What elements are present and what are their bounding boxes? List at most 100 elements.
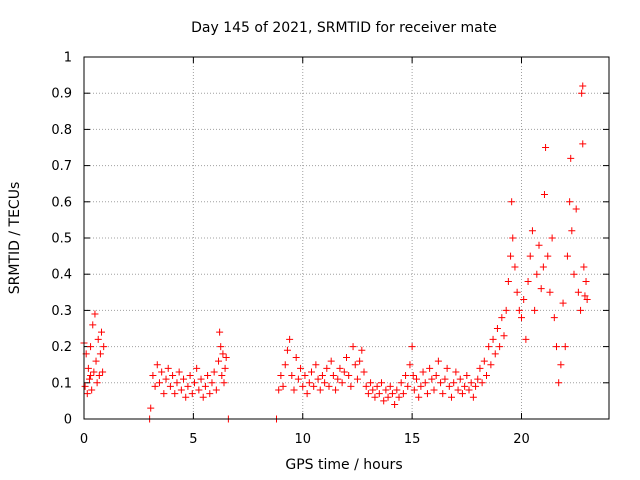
data-point [580, 263, 588, 271]
data-point [96, 350, 104, 358]
data-point [421, 379, 429, 387]
data-point [92, 357, 100, 365]
data-point [206, 390, 214, 398]
data-point [526, 252, 534, 260]
data-point [345, 372, 353, 380]
data-point [375, 390, 383, 398]
data-point [162, 375, 170, 383]
data-point [450, 379, 458, 387]
data-point [288, 372, 296, 380]
data-point [210, 368, 218, 376]
data-point [409, 372, 417, 380]
tick-labels: 00.10.20.30.40.50.60.70.80.910 5 10 15 20 [51, 51, 529, 448]
data-point [305, 379, 313, 387]
data-point [415, 393, 423, 401]
data-point [158, 368, 166, 376]
data-point [301, 372, 309, 380]
data-point [155, 379, 163, 387]
plot-frame [83, 56, 610, 420]
data-point [212, 386, 220, 394]
data-points [80, 82, 591, 423]
data-point [91, 310, 99, 318]
data-point [149, 372, 157, 380]
data-point [426, 364, 434, 372]
data-point [559, 299, 567, 307]
data-point [553, 343, 560, 351]
data-point [195, 386, 203, 394]
data-point [290, 386, 298, 394]
data-point [151, 382, 159, 390]
data-point [316, 386, 324, 394]
data-point [199, 393, 207, 401]
data-point [275, 386, 283, 394]
y-tick-label: 1 [64, 51, 72, 66]
data-point [334, 375, 342, 383]
data-point [546, 288, 554, 296]
data-point [406, 361, 414, 369]
data-point [351, 361, 359, 369]
data-point [432, 372, 440, 380]
data-point [408, 343, 416, 351]
y-tick-label: 0.5 [51, 232, 72, 247]
data-point [297, 364, 305, 372]
data-point [567, 154, 575, 162]
x-tick-label: 10 [294, 432, 311, 447]
data-point [153, 361, 161, 369]
data-point [533, 270, 541, 278]
data-point [299, 382, 307, 390]
data-point [511, 263, 519, 271]
data-point [220, 379, 228, 387]
data-point [84, 364, 92, 372]
data-point [452, 368, 460, 376]
data-point [147, 404, 155, 412]
data-point [413, 375, 420, 383]
data-point [469, 393, 477, 401]
data-point [349, 343, 357, 351]
data-point [467, 379, 475, 387]
data-point [81, 382, 89, 390]
data-point [356, 357, 364, 365]
data-point [362, 382, 370, 390]
data-point [215, 357, 223, 365]
data-point [439, 390, 447, 398]
data-point [463, 372, 471, 380]
data-point [332, 386, 340, 394]
data-point [507, 252, 515, 260]
data-point [373, 382, 381, 390]
data-point [454, 386, 462, 394]
data-point [329, 372, 337, 380]
data-point [380, 397, 388, 405]
data-point [89, 321, 97, 329]
data-point [182, 393, 190, 401]
data-point [570, 270, 578, 278]
data-point [204, 372, 212, 380]
data-point [358, 346, 366, 354]
data-point [314, 375, 322, 383]
y-tick-label: 0.3 [51, 304, 72, 319]
data-point [579, 82, 587, 90]
data-point [461, 382, 469, 390]
data-point [384, 393, 392, 401]
data-point [478, 379, 486, 387]
data-point [397, 379, 405, 387]
data-point [221, 364, 229, 372]
data-point [395, 393, 403, 401]
data-point [325, 382, 333, 390]
data-point [219, 350, 227, 358]
data-point [283, 346, 291, 354]
data-point [566, 198, 574, 206]
x-tick-label: 5 [189, 432, 197, 447]
data-point [100, 343, 108, 351]
data-point [197, 375, 205, 383]
data-point [531, 306, 539, 314]
data-point [186, 372, 194, 380]
data-point [441, 375, 449, 383]
data-point [216, 328, 224, 336]
data-point [419, 368, 427, 376]
x-tick-label: 15 [404, 432, 421, 447]
data-point [572, 205, 580, 213]
data-point [579, 140, 587, 148]
data-point [480, 357, 488, 365]
y-tick-label: 0.1 [51, 376, 72, 391]
data-point [87, 343, 95, 351]
